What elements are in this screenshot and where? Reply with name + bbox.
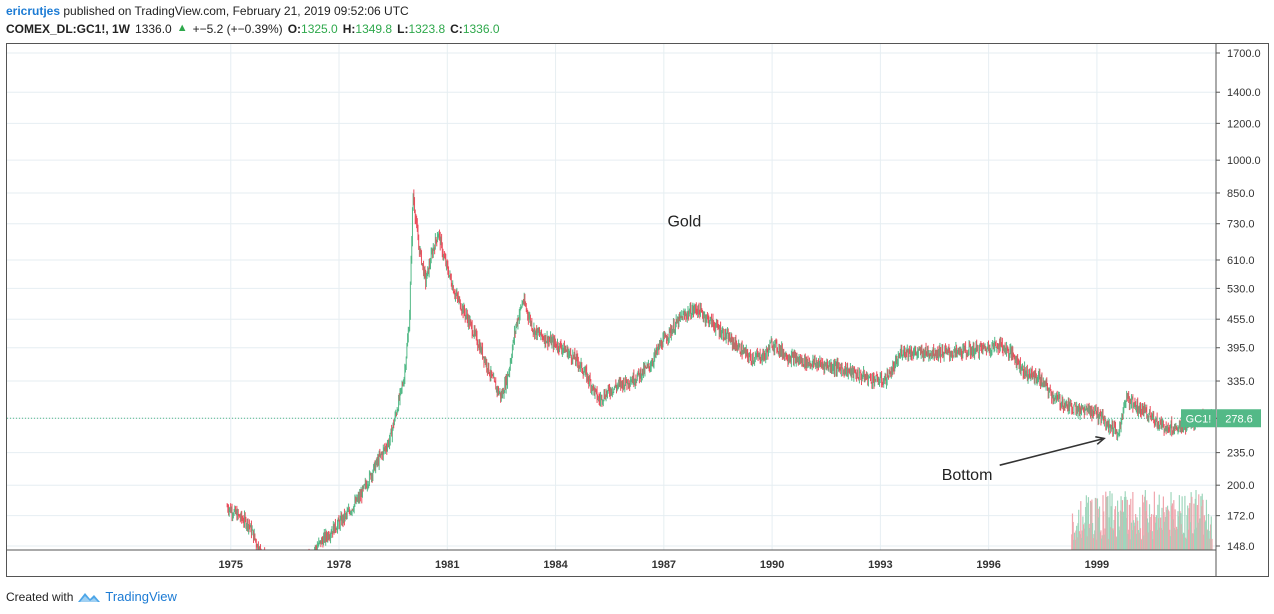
y-tick-label: 395.0 [1227,343,1255,355]
annotation-arrow [999,437,1105,466]
last-price: 1336.0 [135,22,172,36]
y-tick-label: 1200.0 [1227,118,1261,130]
symbol-label[interactable]: COMEX_DL:GC1!, 1W [6,22,131,36]
x-tick-label: 1999 [1085,559,1109,571]
grid-lines [7,44,1216,550]
open-label: O: [287,22,302,36]
footer: Created with TradingView [6,589,177,604]
low-value: 1323.8 [408,22,446,36]
symbol-badge-label: GC1! [1186,413,1212,425]
y-tick-label: 172.0 [1227,511,1255,523]
volume-bars [1071,490,1213,550]
low-label: L: [397,22,409,36]
y-tick-label: 148.0 [1227,541,1255,553]
symbol-badge [1181,409,1216,428]
x-tick-label: 1987 [652,559,676,571]
close-value: 1336.0 [462,22,500,36]
chart-frame[interactable] [6,43,1269,577]
axes: 1700.0 1400.0 1200.0 1000.0 850.0 730.0 610.0 5… [7,44,1261,577]
y-tick-label: 1700.0 [1227,48,1261,60]
price-change: +−5.2 (+−0.39%) [192,22,283,36]
candles[interactable] [226,189,1213,550]
symbol-info: COMEX_DL:GC1!, 1W 1336.0 ▲ +−5.2 (+−0.39… [6,22,500,36]
close-label: C: [450,22,463,36]
up-triangle-icon: ▲ [176,22,188,34]
high-label: H: [342,22,356,36]
published-text: published on TradingView.com, February 2… [60,4,409,18]
created-with-text: Created with [6,589,74,604]
last-price-badge [1217,409,1261,428]
x-tick-label: 1990 [760,559,784,571]
y-tick-label: 530.0 [1227,283,1255,295]
y-tick-label: 1000.0 [1227,155,1261,167]
x-tick-label: 1981 [435,559,459,571]
annotation-text: Gold [667,214,701,231]
last-price-label: 278.6 [1225,413,1253,425]
y-tick-label: 610.0 [1227,255,1255,267]
arrow-head-icon [1095,435,1106,445]
x-tick-label: 1996 [976,559,1000,571]
y-tick-label: 730.0 [1227,219,1255,231]
annotation-text: Bottom [942,467,993,484]
y-tick-label: 335.0 [1227,376,1255,388]
annotations: Gold Bottom [667,214,1106,484]
y-tick-label: 1400.0 [1227,87,1261,99]
x-tick-label: 1993 [868,559,892,571]
x-tick-label: 1984 [543,559,568,571]
y-tick-label: 200.0 [1227,480,1255,492]
tradingview-logo-icon [78,592,101,602]
y-tick-label: 850.0 [1227,188,1255,200]
tradingview-brand[interactable]: TradingView [105,589,177,604]
publish-info: ericrutjes published on TradingView.com,… [6,4,409,18]
x-tick-label: 1978 [327,559,351,571]
high-value: 1349.8 [355,22,393,36]
x-tick-label: 1975 [219,559,243,571]
y-tick-label: 455.0 [1227,314,1255,326]
author-link[interactable]: ericrutjes [6,4,61,18]
open-value: 1325.0 [301,22,338,36]
y-tick-label: 235.0 [1227,448,1255,460]
